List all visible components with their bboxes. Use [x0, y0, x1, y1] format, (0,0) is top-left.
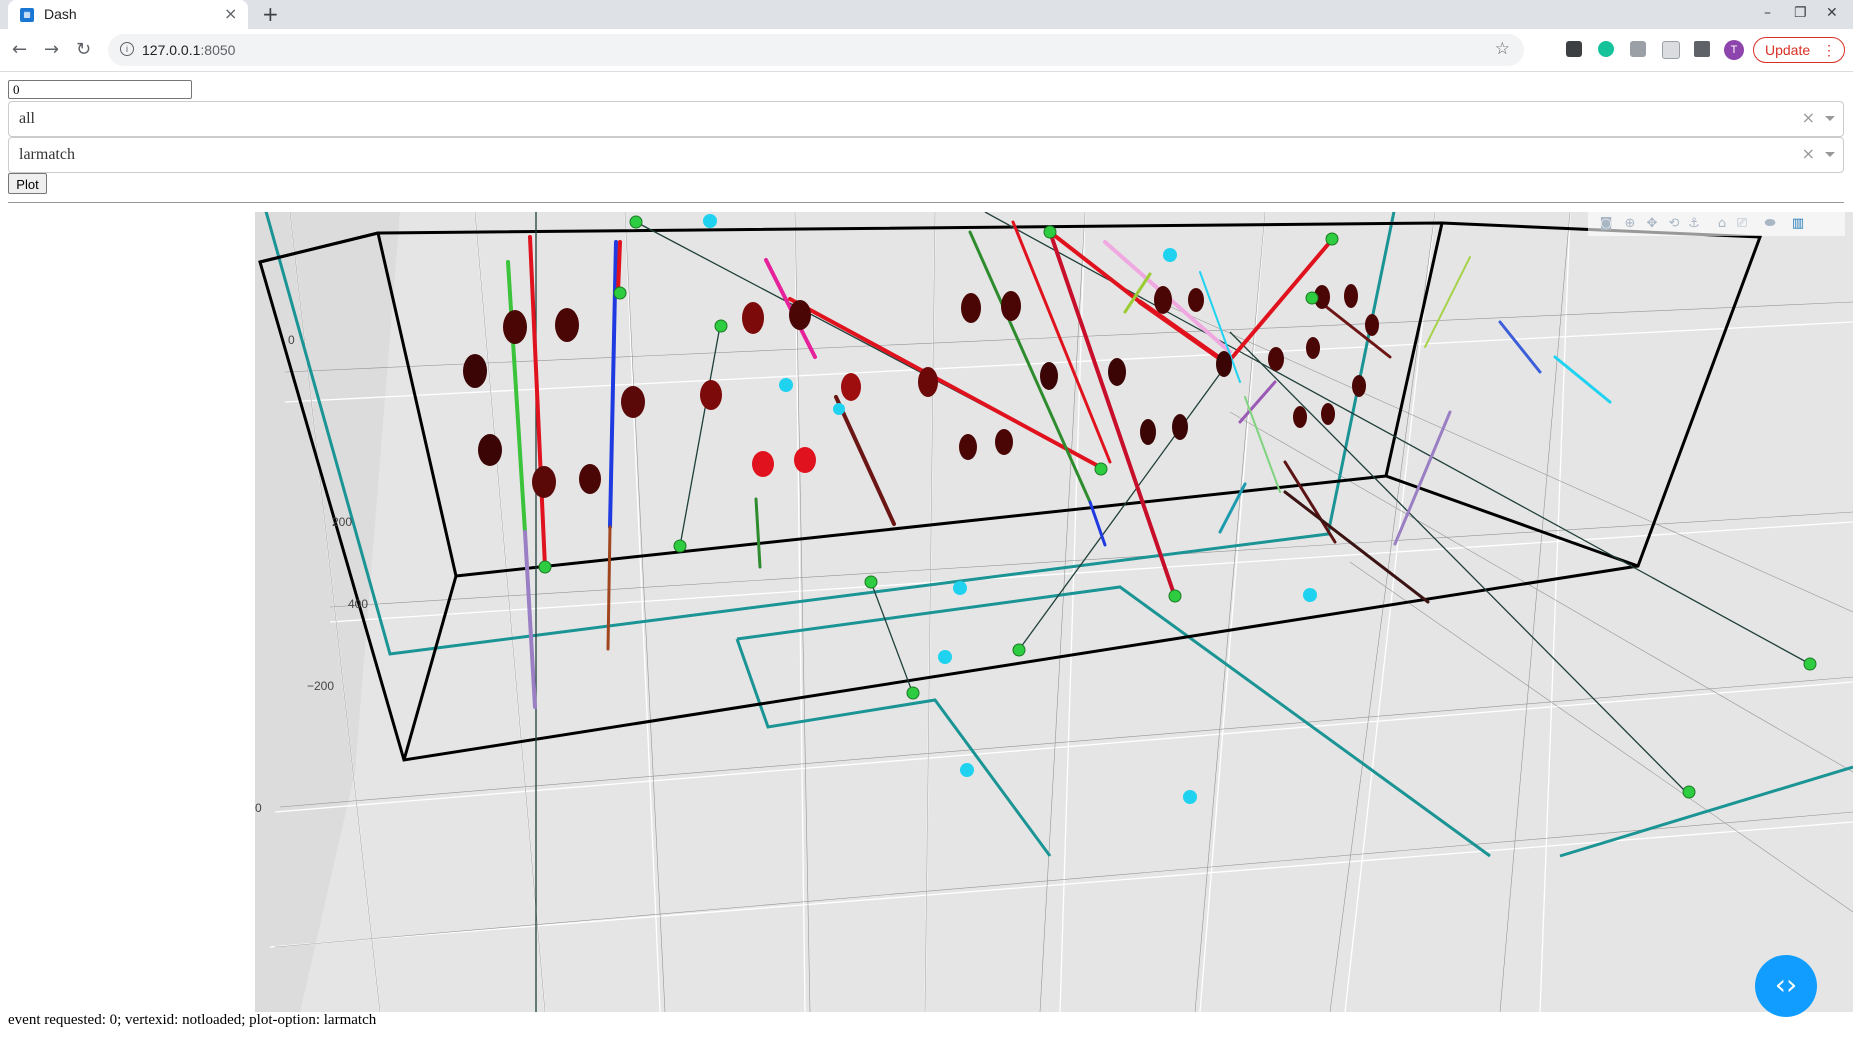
scene-wall: [255, 212, 400, 1012]
browser-tab-strip: ▦ Dash × + – ❐ ✕: [0, 0, 1853, 29]
dropdown-plot-option[interactable]: larmatch ×: [8, 137, 1844, 173]
extensions-puzzle-icon[interactable]: [1694, 41, 1710, 57]
home-icon[interactable]: ⌂: [1717, 216, 1727, 231]
menu-dots-icon: ⋮: [1822, 42, 1836, 58]
detector-box: [258, 221, 1763, 762]
extension-bookmark-icon[interactable]: [1566, 41, 1582, 57]
tab-title: Dash: [44, 6, 77, 22]
new-tab-icon[interactable]: +: [262, 2, 279, 26]
url-text: 127.0.0.1:8050: [142, 42, 236, 58]
forward-icon[interactable]: →: [44, 39, 60, 60]
pmt-flash-circles: [463, 284, 1379, 498]
back-icon[interactable]: ←: [12, 39, 28, 60]
grammarly-icon[interactable]: [1598, 41, 1614, 57]
tick-label: 0: [255, 801, 262, 815]
bookmark-star-icon[interactable]: ☆: [1494, 39, 1510, 59]
site-info-icon[interactable]: i: [120, 42, 134, 56]
event-number-input[interactable]: [8, 80, 192, 99]
flash-markers: [703, 214, 1317, 804]
dropdown-2-value: larmatch: [19, 146, 75, 163]
update-button[interactable]: Update ⋮: [1753, 37, 1845, 63]
extension-reader-icon[interactable]: [1630, 41, 1646, 57]
tick-label: 400: [348, 597, 368, 611]
camera-icon[interactable]: ◙: [1599, 216, 1613, 231]
minimize-icon[interactable]: –: [1764, 5, 1771, 21]
divider: [8, 202, 1844, 203]
pan-icon[interactable]: ✥: [1646, 216, 1658, 231]
address-bar[interactable]: i 127.0.0.1:8050 ☆: [108, 34, 1524, 66]
vertex-markers: [538, 215, 1817, 799]
reload-icon[interactable]: ↻: [76, 39, 92, 60]
tpc-outline: [264, 212, 1853, 858]
tick-label: −200: [307, 679, 334, 693]
dropdown-1-arrow-icon[interactable]: [1825, 116, 1835, 121]
browser-tab[interactable]: ▦ Dash ×: [8, 0, 248, 29]
extension-doc-icon[interactable]: [1662, 41, 1680, 59]
axis-ticks: 0 200 400 −200 0: [255, 333, 368, 815]
dropdown-1-clear-icon[interactable]: ×: [1801, 108, 1815, 127]
close-window-icon[interactable]: ✕: [1826, 5, 1838, 21]
tick-label: 0: [288, 333, 295, 347]
plot-button[interactable]: Plot: [8, 173, 47, 194]
scene-background: [255, 212, 1853, 1012]
profile-avatar[interactable]: T: [1724, 40, 1744, 60]
reset-camera-icon[interactable]: ⎚: [1736, 216, 1748, 231]
turntable-icon[interactable]: ⚓: [1688, 216, 1700, 231]
dash-favicon-icon: ▦: [20, 8, 34, 22]
3d-event-display[interactable]: 0 200 400 −200 0: [0, 212, 1853, 1012]
tab-close-icon[interactable]: ×: [224, 4, 238, 23]
dash-debug-toggle-icon[interactable]: ‹›: [1755, 955, 1817, 1017]
dropdown-2-arrow-icon[interactable]: [1825, 152, 1835, 157]
reco-tracks: [506, 220, 1612, 709]
browser-toolbar: ← → ↻ i 127.0.0.1:8050 ☆ T Update ⋮: [0, 29, 1853, 72]
zoom-icon[interactable]: ⊕: [1624, 216, 1636, 231]
status-readout: event requested: 0; vertexid: notloaded;…: [8, 1012, 377, 1028]
tick-label: 200: [332, 515, 352, 529]
plotly-logo-icon[interactable]: ▥: [1791, 216, 1805, 231]
plotly-modebar: ◙ ⊕ ✥ ⟲ ⚓ ⌂ ⎚ ⬬ ▥: [1588, 212, 1845, 236]
dark-grid-lines: [274, 212, 1853, 1012]
dropdown-1-value: all: [19, 110, 35, 127]
dropdown-filter-1[interactable]: all ×: [8, 101, 1844, 137]
orbit-icon[interactable]: ⟲: [1668, 216, 1680, 231]
toggle-spike-icon[interactable]: ⬬: [1764, 216, 1776, 231]
dropdown-2-clear-icon[interactable]: ×: [1801, 144, 1815, 163]
restore-icon[interactable]: ❐: [1794, 5, 1807, 21]
